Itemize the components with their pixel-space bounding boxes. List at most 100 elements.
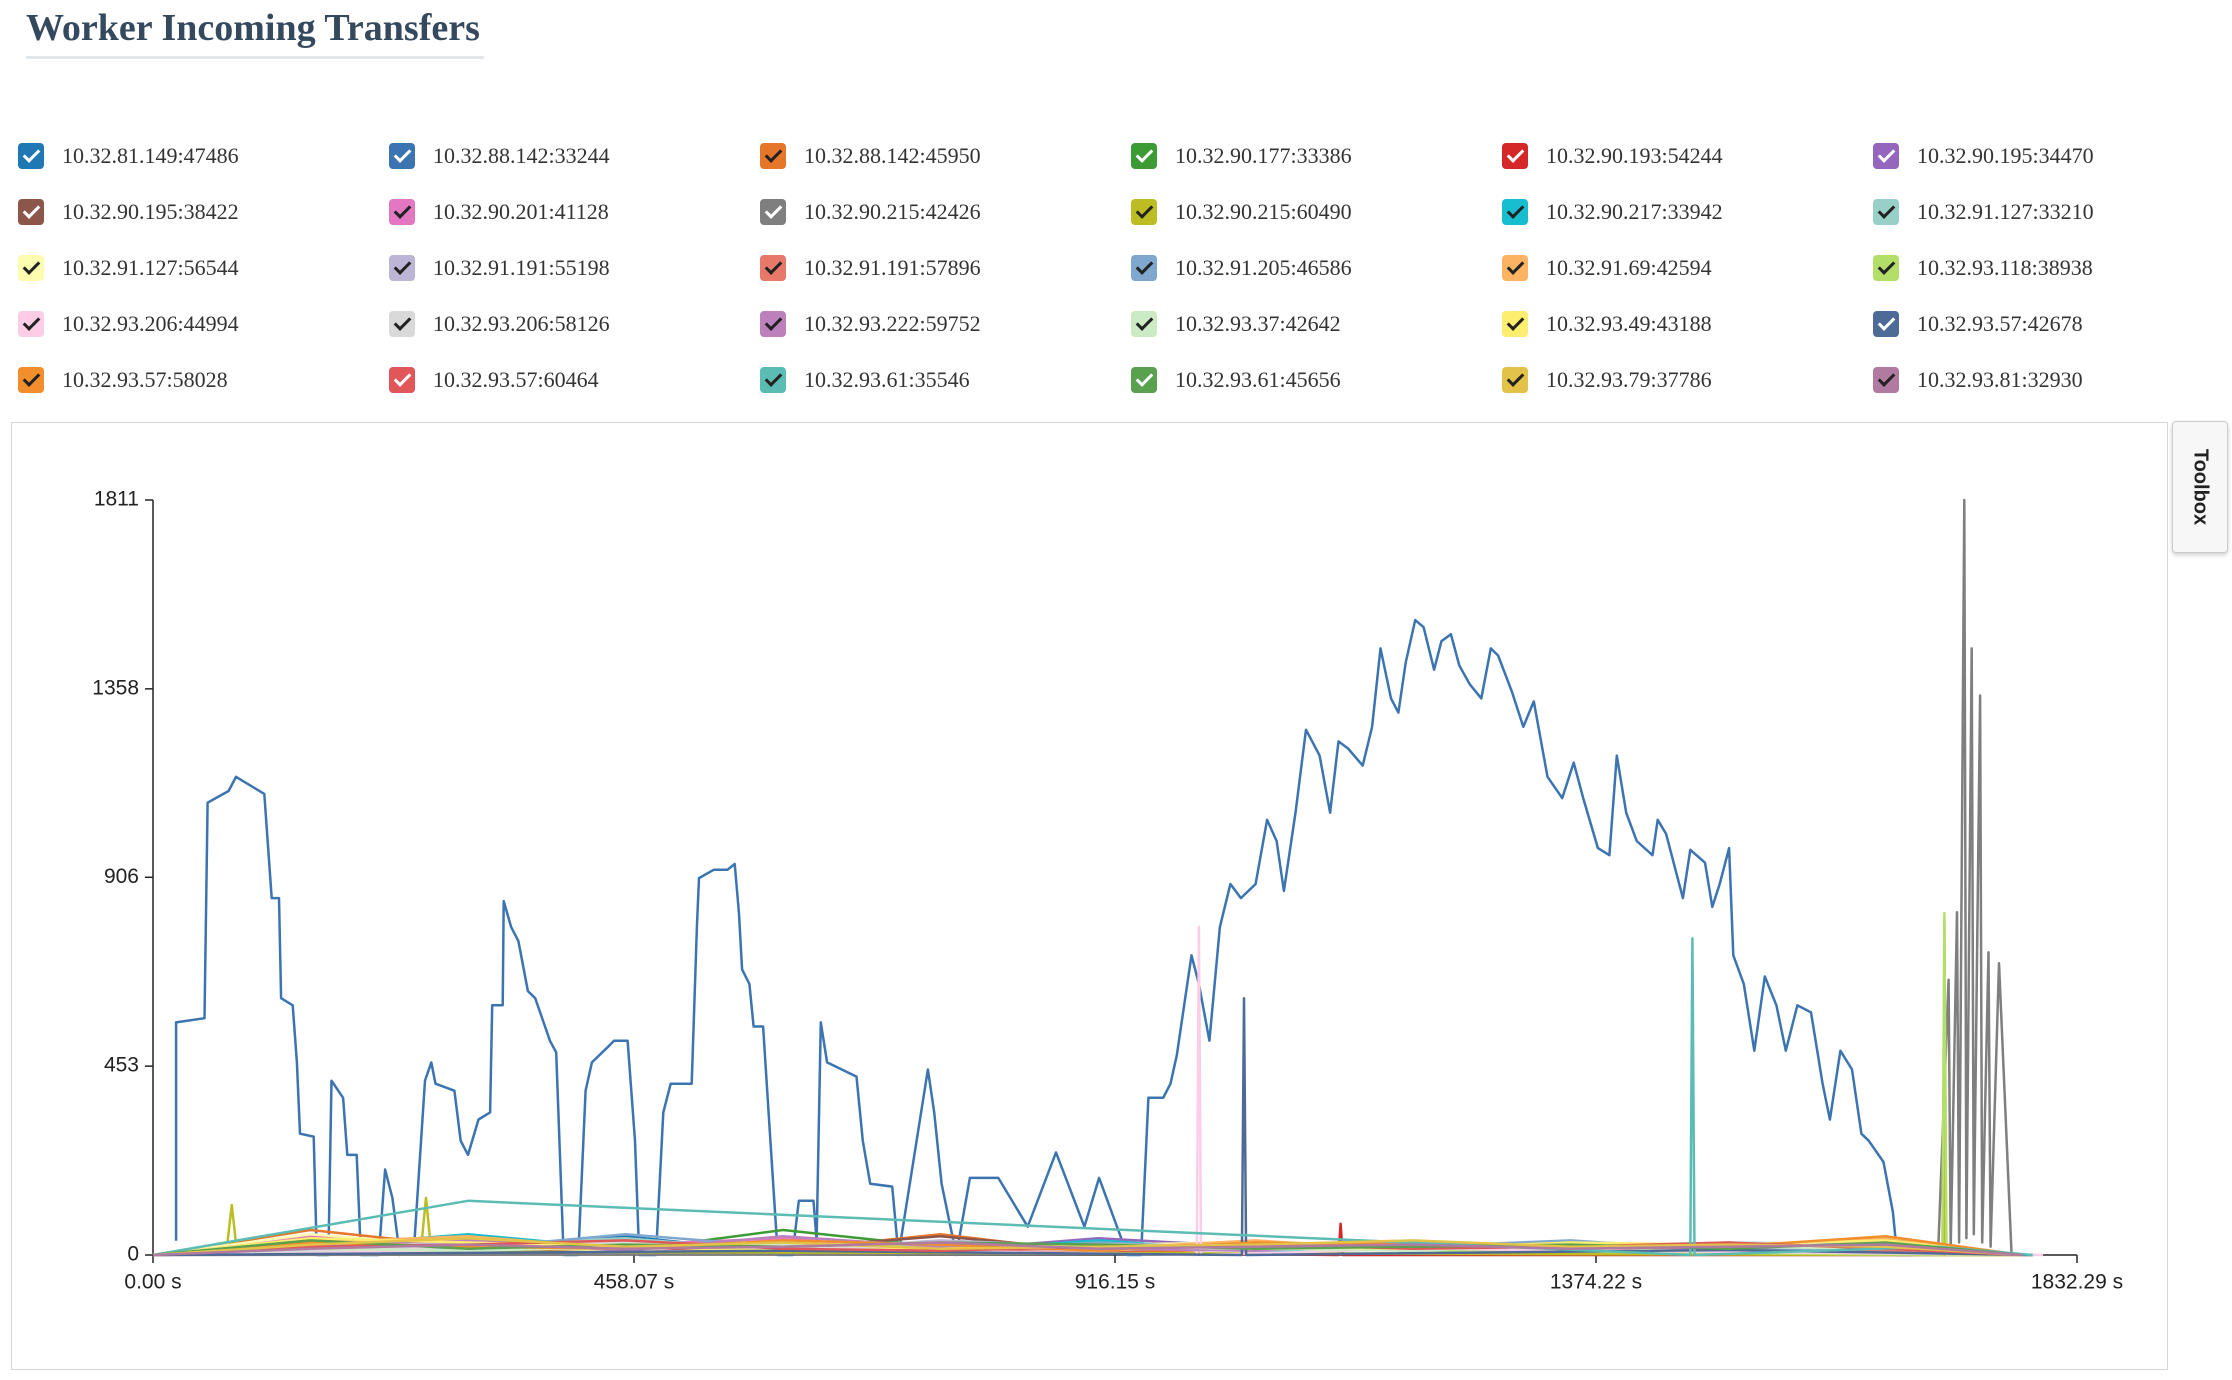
- legend-item: 10.32.93.222:59752: [760, 311, 1131, 367]
- legend-label: 10.32.91.191:57896: [804, 255, 981, 280]
- legend-checkbox[interactable]: [1502, 143, 1528, 169]
- legend-checkbox[interactable]: [1873, 367, 1899, 393]
- x-tick-label: 458.07 s: [594, 1271, 675, 1294]
- y-tick-label: 1358: [92, 676, 139, 699]
- legend-checkbox[interactable]: [1873, 199, 1899, 225]
- legend-item: 10.32.93.57:58028: [18, 367, 389, 423]
- series-line: [152, 936, 2033, 1257]
- legend-label: 10.32.93.206:44994: [62, 311, 239, 336]
- legend-checkbox[interactable]: [760, 199, 786, 225]
- legend-item: 10.32.91.205:46586: [1131, 255, 1502, 311]
- legend-item: 10.32.93.206:44994: [18, 311, 389, 367]
- legend-label: 10.32.91.127:33210: [1917, 199, 2094, 224]
- y-tick-label: 1811: [94, 488, 139, 511]
- legend-checkbox[interactable]: [389, 311, 415, 337]
- legend-checkbox[interactable]: [18, 199, 44, 225]
- legend-item: 10.32.91.191:55198: [389, 255, 760, 311]
- legend-checkbox[interactable]: [760, 255, 786, 281]
- legend-label: 10.32.90.177:33386: [1175, 143, 1352, 168]
- series-line: [152, 498, 2013, 1257]
- legend-label: 10.32.91.69:42594: [1546, 255, 1712, 280]
- legend-checkbox[interactable]: [1131, 255, 1157, 281]
- legend-label: 10.32.88.142:45950: [804, 143, 981, 168]
- legend-item: 10.32.90.195:34470: [1873, 143, 2232, 199]
- legend-label: 10.32.90.217:33942: [1546, 199, 1723, 224]
- legend-label: 10.32.93.206:58126: [433, 311, 610, 336]
- legend-label: 10.32.93.37:42642: [1175, 311, 1341, 336]
- legend-item: 10.32.93.49:43188: [1502, 311, 1873, 367]
- x-tick-label: 1832.29 s: [2031, 1271, 2123, 1294]
- legend-checkbox[interactable]: [1131, 311, 1157, 337]
- legend-checkbox[interactable]: [760, 311, 786, 337]
- series-line: [152, 1239, 2023, 1257]
- legend-item: 10.32.91.127:56544: [18, 255, 389, 311]
- legend-checkbox[interactable]: [18, 367, 44, 393]
- legend-item: 10.32.93.206:58126: [389, 311, 760, 367]
- legend-checkbox[interactable]: [1873, 255, 1899, 281]
- legend-checkbox[interactable]: [1502, 199, 1528, 225]
- series-line: [174, 618, 1912, 1257]
- legend-item: 10.32.90.201:41128: [389, 199, 760, 255]
- legend-label: 10.32.90.215:42426: [804, 199, 981, 224]
- legend-item: 10.32.90.215:42426: [760, 199, 1131, 255]
- legend-label: 10.32.91.205:46586: [1175, 255, 1352, 280]
- y-tick-label: 0: [127, 1243, 139, 1266]
- legend-item: 10.32.90.193:54244: [1502, 143, 1873, 199]
- x-tick-label: 0.00 s: [124, 1271, 181, 1294]
- legend-item: 10.32.93.57:60464: [389, 367, 760, 423]
- legend-checkbox[interactable]: [18, 255, 44, 281]
- legend-item: 10.32.90.195:38422: [18, 199, 389, 255]
- legend-label: 10.32.93.81:32930: [1917, 367, 2083, 392]
- legend-checkbox[interactable]: [389, 143, 415, 169]
- legend-label: 10.32.88.142:33244: [433, 143, 610, 168]
- legend-label: 10.32.93.222:59752: [804, 311, 981, 336]
- legend-label: 10.32.91.191:55198: [433, 255, 610, 280]
- legend-checkbox[interactable]: [1502, 367, 1528, 393]
- legend-checkbox[interactable]: [18, 143, 44, 169]
- legend-checkbox[interactable]: [760, 143, 786, 169]
- series-line: [152, 911, 2023, 1257]
- page-title: Worker Incoming Transfers: [26, 6, 484, 59]
- series-line: [152, 1237, 2023, 1257]
- legend-item: 10.32.93.79:37786: [1502, 367, 1873, 423]
- legend-item: 10.32.88.142:33244: [389, 143, 760, 199]
- legend-label: 10.32.93.118:38938: [1917, 255, 2093, 280]
- legend-checkbox[interactable]: [1131, 199, 1157, 225]
- legend-checkbox[interactable]: [1131, 367, 1157, 393]
- series-line: [152, 996, 2033, 1257]
- legend-checkbox[interactable]: [389, 199, 415, 225]
- legend-checkbox[interactable]: [1502, 255, 1528, 281]
- y-tick-label: 906: [104, 865, 139, 888]
- legend-item: 10.32.88.142:45950: [760, 143, 1131, 199]
- legend-label: 10.32.81.149:47486: [62, 143, 239, 168]
- legend-item: 10.32.90.217:33942: [1502, 199, 1873, 255]
- legend-item: 10.32.93.118:38938: [1873, 255, 2232, 311]
- legend-checkbox[interactable]: [760, 367, 786, 393]
- legend-label: 10.32.90.215:60490: [1175, 199, 1352, 224]
- legend-item: 10.32.93.61:45656: [1131, 367, 1502, 423]
- y-tick-label: 453: [104, 1054, 139, 1077]
- legend-label: 10.32.93.49:43188: [1546, 311, 1712, 336]
- legend-checkbox[interactable]: [1502, 311, 1528, 337]
- legend-checkbox[interactable]: [1873, 311, 1899, 337]
- legend-label: 10.32.93.61:45656: [1175, 367, 1341, 392]
- toolbox-tab[interactable]: Toolbox: [2172, 421, 2228, 553]
- legend-checkbox[interactable]: [1873, 143, 1899, 169]
- legend: 10.32.81.149:47486 10.32.88.142:33244 10.3…: [18, 143, 2232, 423]
- legend-label: 10.32.91.127:56544: [62, 255, 239, 280]
- legend-item: 10.32.93.81:32930: [1873, 367, 2232, 423]
- legend-checkbox[interactable]: [389, 367, 415, 393]
- x-tick-label: 916.15 s: [1075, 1271, 1156, 1294]
- legend-checkbox[interactable]: [1131, 143, 1157, 169]
- legend-checkbox[interactable]: [389, 255, 415, 281]
- series-line: [152, 920, 2012, 1257]
- legend-item: 10.32.90.177:33386: [1131, 143, 1502, 199]
- legend-item: 10.32.91.127:33210: [1873, 199, 2232, 255]
- plot-frame: [11, 422, 2168, 1370]
- legend-label: 10.32.90.195:34470: [1917, 143, 2094, 168]
- legend-item: 10.32.91.69:42594: [1502, 255, 1873, 311]
- legend-label: 10.32.93.61:35546: [804, 367, 970, 392]
- legend-checkbox[interactable]: [18, 311, 44, 337]
- legend-item: 10.32.93.37:42642: [1131, 311, 1502, 367]
